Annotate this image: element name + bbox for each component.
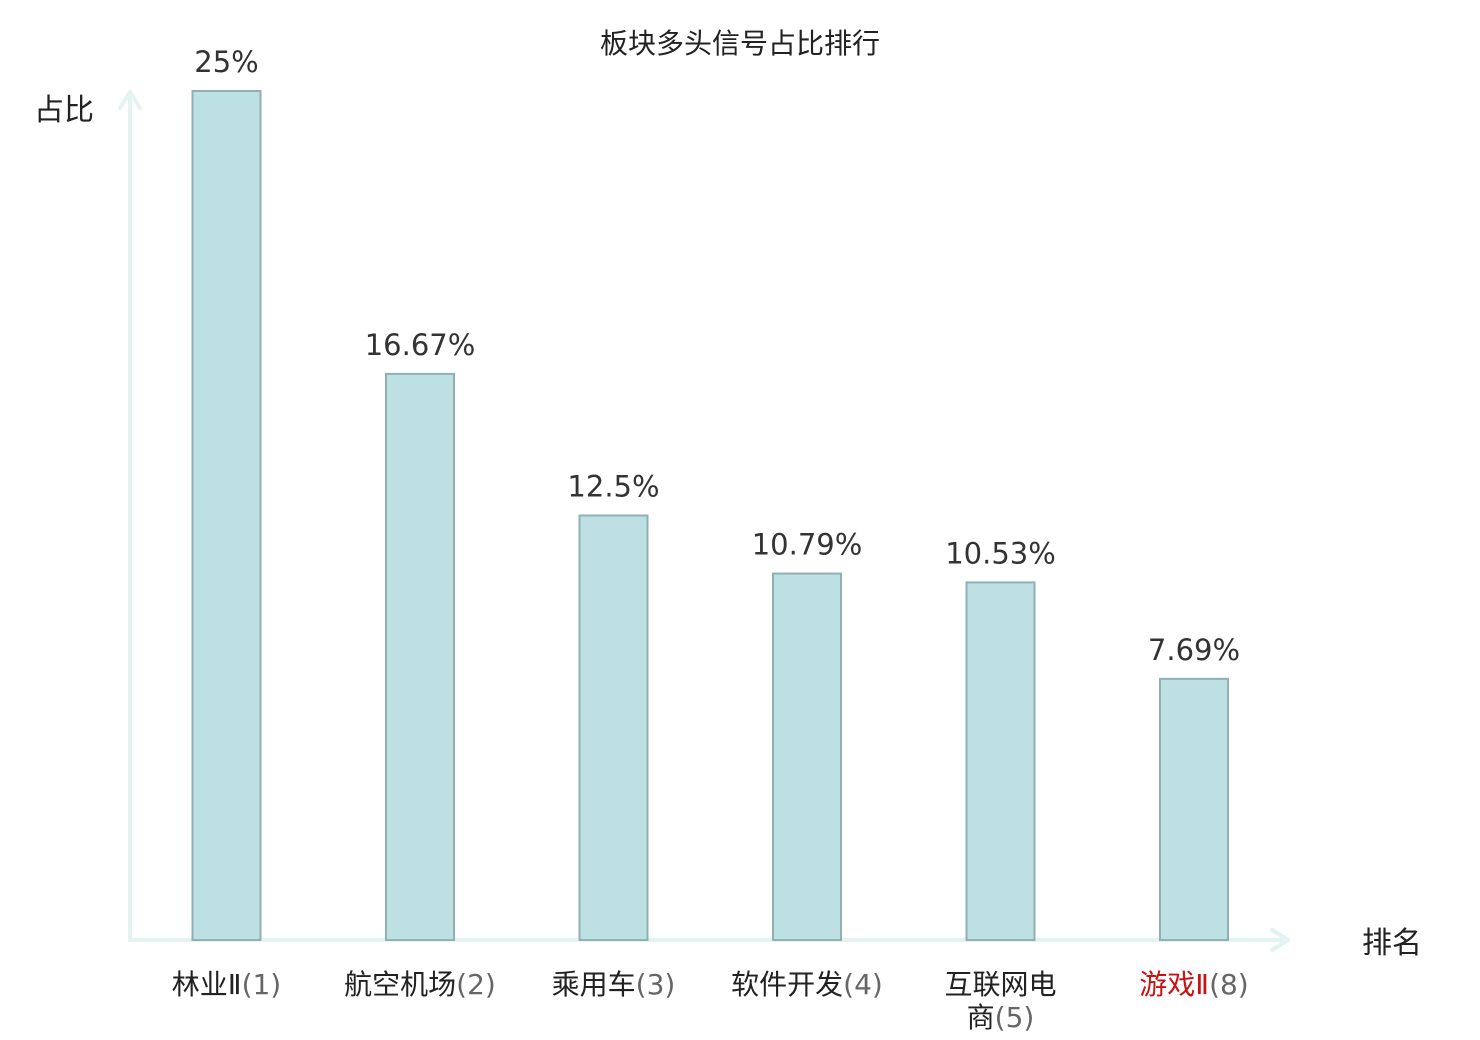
svg-text:乘用车(3): 乘用车(3) — [552, 968, 676, 1001]
category-name: 互联网电 — [944, 968, 1056, 1001]
value-label-2: 16.67% — [365, 328, 476, 362]
category-name: 林业Ⅱ — [172, 968, 242, 1001]
svg-text:商(5): 商(5) — [967, 1001, 1035, 1034]
y-axis-label: 占比 — [34, 93, 94, 128]
value-label-1: 25% — [194, 45, 258, 79]
category-label-2: 航空机场(2) — [344, 968, 496, 1001]
bar-4 — [772, 572, 842, 941]
bar-3 — [578, 514, 649, 941]
category-rank: (4) — [843, 968, 883, 1001]
chart-title: 板块多头信号占比排行 — [600, 27, 880, 60]
category-rank: (2) — [456, 968, 496, 1001]
y-axis-arrow — [118, 90, 142, 110]
category-name: 游戏Ⅱ — [1139, 968, 1209, 1001]
svg-text:游戏Ⅱ(8): 游戏Ⅱ(8) — [1139, 968, 1248, 1001]
category-name: 乘用车 — [552, 968, 636, 1001]
category-name: 软件开发 — [731, 968, 843, 1001]
value-labels: 25% 16.67% 12.5% 10.79% 10.53% 7.69% — [194, 45, 1240, 667]
bar-6 — [1159, 677, 1229, 941]
category-label-6: 游戏Ⅱ(8) — [1139, 968, 1248, 1001]
x-axis-label: 排名 — [1362, 926, 1422, 961]
category-label-3: 乘用车(3) — [552, 968, 676, 1001]
bar-1 — [191, 90, 262, 941]
value-label-3: 12.5% — [567, 470, 659, 504]
bar-2 — [385, 372, 455, 942]
category-rank: (5) — [995, 1001, 1035, 1034]
category-rank: (3) — [636, 968, 676, 1001]
axes — [118, 90, 1290, 952]
svg-text:互联网电: 互联网电 — [944, 968, 1056, 1001]
svg-text:航空机场(2): 航空机场(2) — [344, 968, 496, 1001]
value-label-6: 7.69% — [1148, 633, 1240, 667]
category-rank: (8) — [1209, 968, 1249, 1001]
value-label-5: 10.53% — [945, 536, 1056, 570]
x-axis-arrow — [1270, 928, 1290, 952]
bar-5 — [965, 581, 1036, 941]
svg-text:林业Ⅱ(1): 林业Ⅱ(1) — [172, 968, 281, 1001]
svg-text:软件开发(4): 软件开发(4) — [731, 968, 883, 1001]
category-rank: (1) — [242, 968, 282, 1001]
category-name: 航空机场 — [344, 968, 456, 1001]
category-label-4: 软件开发(4) — [731, 968, 883, 1001]
value-label-4: 10.79% — [752, 528, 863, 562]
bars — [191, 90, 1229, 942]
category-label-1: 林业Ⅱ(1) — [172, 968, 281, 1001]
category-name: 商 — [967, 1001, 995, 1034]
